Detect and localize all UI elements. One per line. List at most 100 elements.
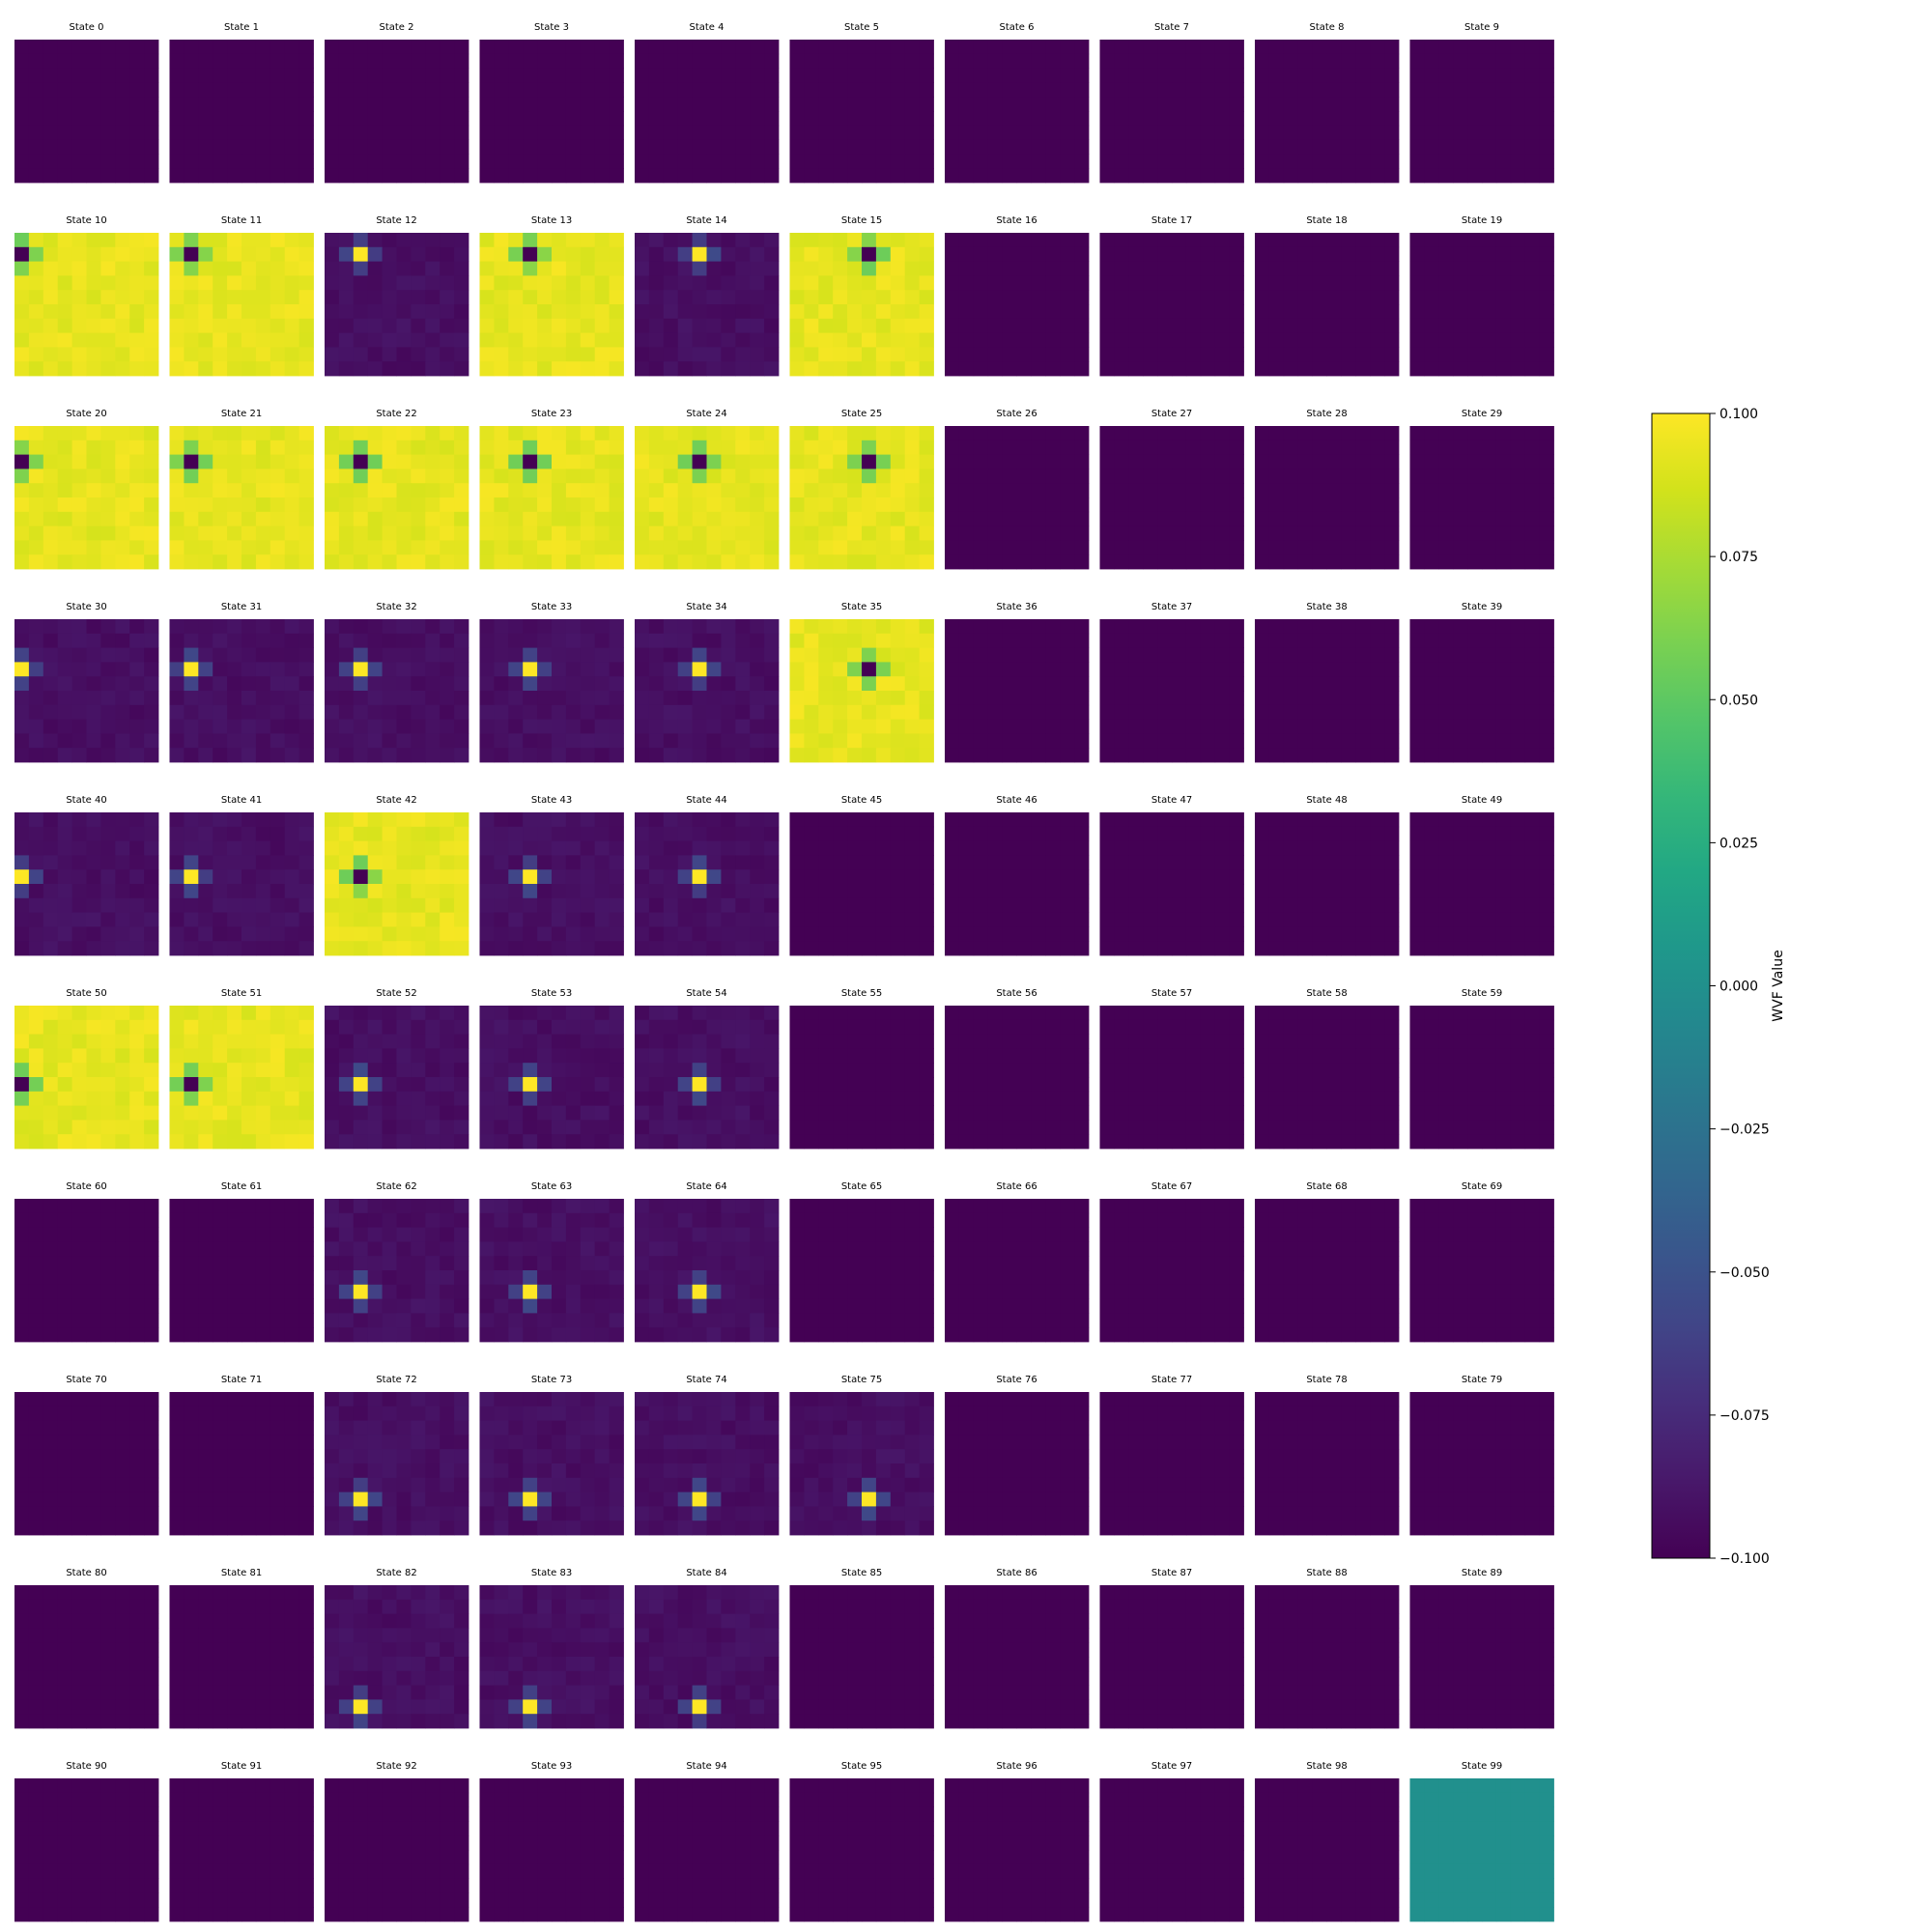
heatmap-cell [454,554,469,570]
heatmap-cell [706,139,722,155]
heatmap-cell [1074,53,1090,69]
heatmap-cell [919,812,934,828]
heatmap-cell [692,840,707,856]
heatmap-cell [1172,840,1187,856]
heatmap-cell [494,540,509,555]
heatmap-cell [479,332,495,348]
heatmap-cell [609,691,624,706]
heatmap-cell [1099,554,1115,570]
heatmap-cell [1312,233,1327,248]
heatmap-cell [847,511,863,526]
heatmap-cell [663,647,679,663]
heatmap-cell [635,884,650,899]
heatmap-cell [284,926,299,942]
heatmap-cell [1326,125,1342,140]
heatmap-cell [86,691,101,706]
heatmap-cell [440,361,455,377]
heatmap-cell [594,719,610,734]
heatmap-cell [537,704,553,720]
heatmap-cell [1143,676,1158,692]
heatmap-cell [169,662,185,677]
heatmap-cell [1283,855,1299,870]
heatmap-cell [1539,246,1554,262]
heatmap-cell [382,233,397,248]
heatmap-cell [1424,676,1439,692]
heatmap-cell [1268,733,1285,749]
heatmap-cell [396,897,412,913]
panel-title: State 35 [841,602,882,612]
heatmap-cell [706,912,722,927]
heatmap-cell [1074,926,1090,942]
heatmap-cell [382,733,397,749]
heatmap-cell [1045,554,1061,570]
heatmap-cell [454,633,469,648]
heatmap-cell [270,361,286,377]
panel-title: State 7 [1154,22,1189,33]
heatmap-cell [1268,97,1285,112]
heatmap-cell [565,826,582,841]
heatmap-cell [425,497,440,513]
heatmap-cell [847,40,863,55]
heatmap-cell [440,691,455,706]
heatmap-cell [115,897,130,913]
heatmap-cell [635,619,650,635]
heatmap-cell [508,812,524,828]
heatmap-cell [750,426,765,441]
heatmap-cell [677,125,693,140]
heatmap-cell [750,290,765,305]
heatmap-cell [28,676,44,692]
heatmap-cell [945,139,960,155]
heatmap-cell [764,125,780,140]
heatmap-cell [1268,483,1285,498]
heatmap-cell [255,676,271,692]
heatmap-cell [789,912,805,927]
heatmap-cell [57,304,72,320]
heatmap-cell [129,275,145,291]
heatmap-cell [115,926,130,942]
heatmap-cell [411,676,426,692]
heatmap-cell [987,855,1003,870]
heatmap-cell [1255,332,1270,348]
heatmap-cell [663,318,679,333]
heatmap-cell [904,483,920,498]
heatmap-cell [1355,926,1371,942]
heatmap-cell [1016,691,1032,706]
state-panel-12: State 12 [325,215,469,377]
panel-title: State 23 [531,409,572,419]
heatmap-cell [169,869,185,885]
heatmap-cell [973,440,989,455]
heatmap-cell [945,812,960,828]
heatmap-cell [875,497,892,513]
heatmap-cell [1185,662,1202,677]
heatmap-cell [945,111,960,127]
heatmap-cell [1185,347,1202,362]
heatmap-cell [594,897,610,913]
heatmap-cell [1268,897,1285,913]
heatmap-cell [1128,497,1144,513]
heatmap-cell [735,469,751,484]
heatmap-cell [71,261,87,276]
heatmap-cell [1074,332,1090,348]
heatmap-cell [1214,526,1230,541]
heatmap-cell [115,469,130,484]
heatmap-cell [1002,154,1017,169]
heatmap-cell [198,111,213,127]
heatmap-cell [1326,733,1342,749]
panel-title: State 6 [999,22,1034,33]
heatmap-cell [1283,111,1299,127]
heatmap-cell [1268,748,1285,763]
heatmap-cell [1016,719,1032,734]
heatmap-cell [440,111,455,127]
heatmap-cell [1114,511,1129,526]
heatmap-cell [862,941,877,956]
heatmap-cell [663,111,679,127]
heatmap-cell [609,139,624,155]
heatmap-cell [1002,554,1017,570]
heatmap-cell [523,497,538,513]
heatmap-cell [508,855,524,870]
heatmap-cell [1370,676,1385,692]
heatmap-cell [1355,647,1371,663]
heatmap-cell [833,97,848,112]
heatmap-cell [213,619,228,635]
heatmap-cell [692,633,707,648]
